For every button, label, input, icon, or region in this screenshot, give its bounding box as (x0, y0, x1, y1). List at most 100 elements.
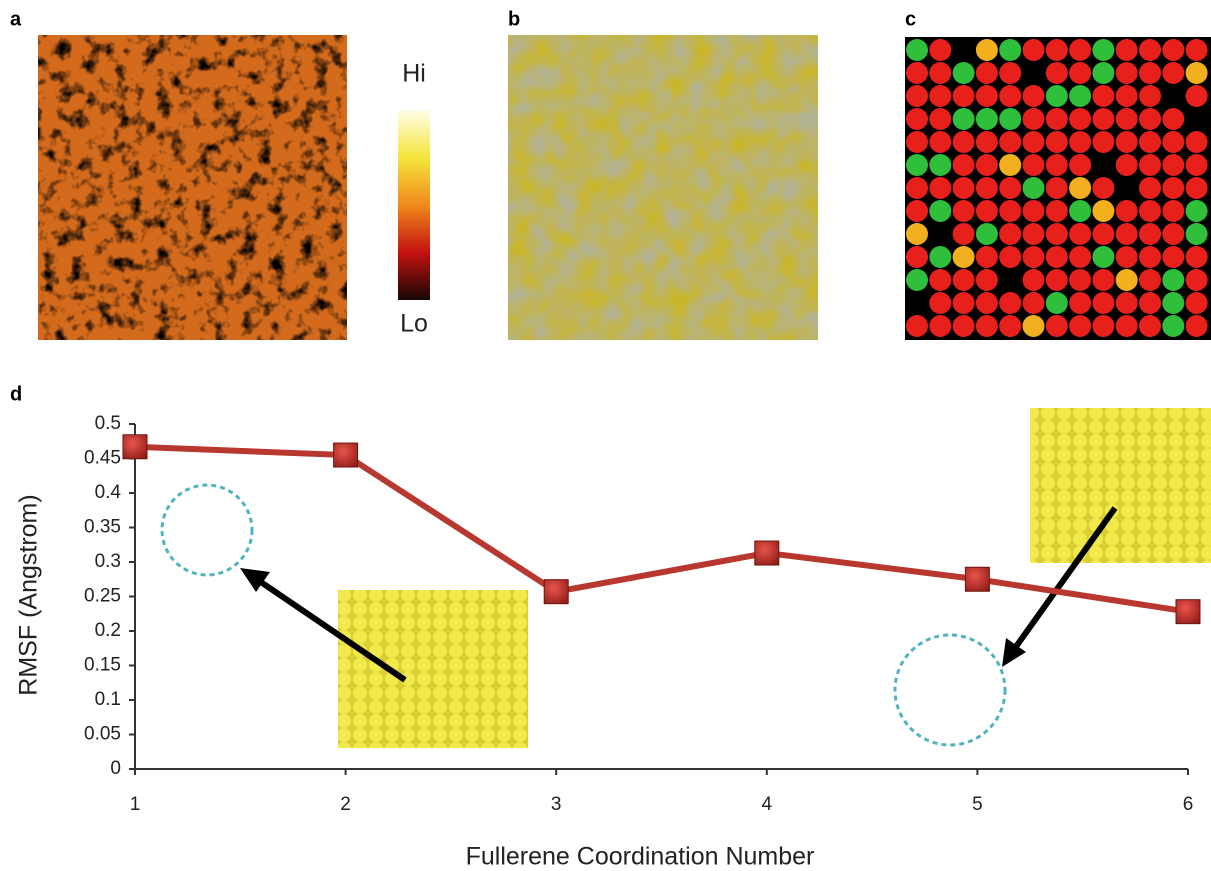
sphere (999, 246, 1021, 268)
sphere (953, 177, 975, 199)
sphere (1162, 131, 1184, 153)
sphere (953, 200, 975, 222)
marker (965, 567, 989, 591)
sphere (976, 85, 998, 107)
sphere (1023, 85, 1045, 107)
y-tick-label: 0.35 (84, 517, 121, 538)
sphere (976, 39, 998, 61)
sphere (953, 85, 975, 107)
sphere (1116, 62, 1138, 84)
sphere (906, 200, 928, 222)
sphere (1186, 62, 1208, 84)
sphere (1162, 315, 1184, 337)
sphere (1139, 131, 1161, 153)
sphere (999, 292, 1021, 314)
sphere (1139, 154, 1161, 176)
sphere (1023, 223, 1045, 245)
sphere (999, 177, 1021, 199)
sphere (1092, 223, 1114, 245)
sphere (999, 85, 1021, 107)
sphere (906, 223, 928, 245)
sphere (929, 315, 951, 337)
y-tick-label: 0.5 (95, 413, 121, 434)
sphere (906, 154, 928, 176)
sphere (929, 62, 951, 84)
sphere (1023, 154, 1045, 176)
sphere (1186, 154, 1208, 176)
sphere (1046, 246, 1068, 268)
y-tick-label: 0.3 (95, 551, 121, 572)
sphere (1023, 246, 1045, 268)
sphere (1092, 315, 1114, 337)
colorbar-high: Hi (402, 60, 426, 88)
sphere (906, 269, 928, 291)
sphere (1139, 200, 1161, 222)
sphere (929, 200, 951, 222)
sphere (1162, 200, 1184, 222)
sphere (1023, 39, 1045, 61)
sphere (1116, 200, 1138, 222)
sphere (1092, 39, 1114, 61)
sphere (953, 223, 975, 245)
sphere (1046, 154, 1068, 176)
sphere (976, 223, 998, 245)
sphere (1162, 39, 1184, 61)
sphere (953, 108, 975, 130)
sphere (976, 131, 998, 153)
sphere (1069, 200, 1091, 222)
sphere (929, 246, 951, 268)
image-c (905, 37, 1211, 340)
sphere (976, 246, 998, 268)
marker (123, 435, 147, 459)
sphere (1162, 177, 1184, 199)
colorbar (398, 110, 430, 300)
panel-label: a (10, 8, 22, 30)
sphere (1116, 131, 1138, 153)
sphere (1069, 315, 1091, 337)
sphere (1139, 108, 1161, 130)
sphere (999, 154, 1021, 176)
sphere (1116, 269, 1138, 291)
sphere (1023, 269, 1045, 291)
panel-label: b (508, 8, 520, 30)
sphere (999, 223, 1021, 245)
marker (334, 443, 358, 467)
sphere (1069, 269, 1091, 291)
x-axis-label: Fullerene Coordination Number (466, 843, 815, 871)
sphere (999, 131, 1021, 153)
sphere (1046, 39, 1068, 61)
sphere (1186, 269, 1208, 291)
x-tick-label: 5 (972, 794, 983, 815)
sphere (1139, 39, 1161, 61)
sphere (999, 108, 1021, 130)
sphere (1023, 200, 1045, 222)
y-tick-label: 0.15 (84, 655, 121, 676)
sphere (976, 177, 998, 199)
sphere (1023, 315, 1045, 337)
sphere (1046, 269, 1068, 291)
y-tick-label: 0.2 (95, 620, 121, 641)
sphere (1046, 62, 1068, 84)
sphere (999, 200, 1021, 222)
sphere (1162, 292, 1184, 314)
marker (755, 541, 779, 565)
y-axis-label: RMSF (Angstrom) (15, 494, 43, 695)
panel-label: c (905, 8, 916, 30)
sphere (1046, 200, 1068, 222)
sphere (906, 177, 928, 199)
sphere (1069, 85, 1091, 107)
x-tick-label: 4 (762, 794, 773, 815)
sphere (1186, 292, 1208, 314)
x-tick-label: 1 (130, 794, 141, 815)
sphere (1162, 246, 1184, 268)
sphere (1046, 315, 1068, 337)
sphere (1139, 315, 1161, 337)
sphere (1092, 62, 1114, 84)
sphere (1162, 223, 1184, 245)
image-a (38, 35, 347, 340)
sphere (1023, 292, 1045, 314)
sphere (1069, 154, 1091, 176)
sphere (999, 315, 1021, 337)
sphere (1046, 177, 1068, 199)
sphere (1069, 292, 1091, 314)
